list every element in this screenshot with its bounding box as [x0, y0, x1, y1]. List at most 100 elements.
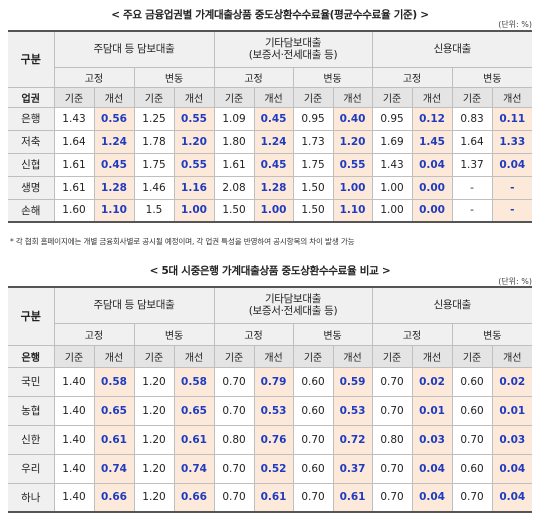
base-rate-cell: 0.60: [293, 454, 334, 484]
base-rate-cell: 0.70: [293, 483, 334, 513]
improved-rate-cell: 0.53: [333, 396, 373, 426]
improved-rate-cell: 0.04: [412, 454, 453, 484]
improved-rate-cell: 0.65: [94, 396, 135, 426]
improved-rate-cell: 0.74: [94, 454, 135, 484]
sector-fee-rows: 은행 1.43 0.56 1.25 0.55 1.09 0.45 0.95 0.40 0.95 0.…: [8, 107, 533, 223]
improved-rate-cell: 0.52: [254, 454, 294, 484]
group-header-other-collateral-text: 기타담보대출 (보증서·전세대출 등): [248, 37, 338, 62]
table1-unit: (단위: %): [498, 20, 532, 29]
base-rate-cell: 0.83: [452, 107, 493, 131]
base-header: 기준: [134, 345, 175, 368]
improved-rate-cell: 0.59: [333, 367, 373, 397]
bank-fee-rows: 국민 1.40 0.58 1.20 0.58 0.70 0.79 0.60 0.59 0.70 0.…: [8, 367, 533, 513]
improved-header: 개선: [333, 345, 373, 368]
improved-header: 개선: [412, 345, 453, 368]
base-rate-cell: 1.50: [214, 199, 255, 223]
improved-header: 개선: [94, 345, 135, 368]
base-rate-cell: 1.20: [134, 396, 175, 426]
improved-rate-cell: 0.55: [174, 107, 215, 131]
table2-unit: (단위: %): [498, 277, 532, 286]
fixed-header: 고정: [214, 323, 294, 346]
table-row: 국민 1.40 0.58 1.20 0.58 0.70 0.79 0.60 0.59 0.70 0.…: [8, 367, 533, 397]
improved-rate-cell: 0.61: [333, 483, 373, 513]
base-rate-cell: 1.61: [54, 176, 95, 200]
base-rate-cell: 1.43: [54, 107, 95, 131]
group-header-other-collateral: 기타담보대출 (보증서·전세대출 등): [214, 287, 373, 324]
base-rate-cell: 1.20: [134, 425, 175, 455]
group-header-other-collateral: 기타담보대출 (보증서·전세대출 등): [214, 31, 373, 68]
base-rate-cell: 2.08: [214, 176, 255, 200]
base-rate-cell: 1.40: [54, 483, 95, 513]
base-header: 기준: [54, 87, 95, 108]
improved-rate-cell: 0.12: [412, 107, 453, 131]
row-label: 우리: [8, 454, 55, 484]
base-rate-cell: 0.70: [452, 483, 493, 513]
improved-rate-cell: 0.56: [94, 107, 135, 131]
improved-header: 개선: [94, 87, 135, 108]
improved-header: 개선: [254, 345, 294, 368]
base-rate-cell: 0.60: [452, 396, 493, 426]
improved-rate-cell: 1.33: [492, 130, 533, 154]
table-row: 은행 1.43 0.56 1.25 0.55 1.09 0.45 0.95 0.40 0.95 0.…: [8, 107, 533, 131]
improved-rate-cell: 0.04: [412, 483, 453, 513]
improved-header: 개선: [174, 345, 215, 368]
improved-rate-cell: 0.03: [412, 425, 453, 455]
base-rate-cell: 0.70: [452, 425, 493, 455]
improved-rate-cell: 1.20: [174, 130, 215, 154]
base-header: 기준: [54, 345, 95, 368]
base-rate-cell: 0.60: [452, 367, 493, 397]
group-header-mortgage: 주담대 등 담보대출: [54, 287, 215, 324]
improved-rate-cell: 1.10: [94, 199, 135, 223]
base-rate-cell: 0.70: [372, 483, 413, 513]
base-rate-cell: -: [452, 199, 493, 223]
improved-header: 개선: [333, 87, 373, 108]
improved-rate-cell: 0.04: [492, 454, 533, 484]
corner-top-label: 구분: [20, 53, 41, 67]
improved-rate-cell: 1.24: [254, 130, 294, 154]
base-rate-cell: 1.50: [293, 176, 334, 200]
improved-rate-cell: 0.04: [412, 153, 453, 177]
improved-rate-cell: 0.02: [492, 367, 533, 397]
improved-rate-cell: 0.55: [333, 153, 373, 177]
improved-rate-cell: 0.58: [174, 367, 215, 397]
base-rate-cell: 1.37: [452, 153, 493, 177]
improved-rate-cell: 1.16: [174, 176, 215, 200]
improved-rate-cell: 0.04: [492, 483, 533, 513]
improved-rate-cell: 0.00: [412, 176, 453, 200]
fixed-header: 고정: [54, 67, 135, 88]
row-header-label: 은행: [8, 345, 55, 368]
improved-rate-cell: 0.65: [174, 396, 215, 426]
row-label: 은행: [8, 107, 55, 131]
improved-rate-cell: 0.40: [333, 107, 373, 131]
base-rate-cell: 1.69: [372, 130, 413, 154]
row-label: 저축: [8, 130, 55, 154]
base-rate-cell: 0.80: [372, 425, 413, 455]
base-rate-cell: 0.70: [372, 396, 413, 426]
improved-rate-cell: 0.04: [492, 153, 533, 177]
base-rate-cell: 0.70: [214, 483, 255, 513]
base-rate-cell: 1.61: [54, 153, 95, 177]
improved-rate-cell: -: [492, 176, 533, 200]
row-label: 생명: [8, 176, 55, 200]
improved-header: 개선: [174, 87, 215, 108]
improved-rate-cell: 0.76: [254, 425, 294, 455]
improved-rate-cell: 0.02: [412, 367, 453, 397]
improved-rate-cell: 1.20: [333, 130, 373, 154]
base-rate-cell: 1.00: [372, 199, 413, 223]
improved-rate-cell: 0.53: [254, 396, 294, 426]
base-rate-cell: 0.60: [452, 454, 493, 484]
bank-fee-table: 구분 주담대 등 담보대출 기타담보대출 (보증서·전세대출 등) 신용대출 고…: [8, 286, 533, 513]
base-rate-cell: 1.61: [214, 153, 255, 177]
improved-rate-cell: 1.10: [333, 199, 373, 223]
corner-header: 구분: [8, 31, 55, 88]
improved-rate-cell: 0.00: [412, 199, 453, 223]
group-header-credit: 신용대출: [372, 287, 533, 324]
base-rate-cell: 1.75: [293, 153, 334, 177]
base-header: 기준: [214, 87, 255, 108]
base-header: 기준: [293, 345, 334, 368]
base-header: 기준: [452, 345, 493, 368]
base-rate-cell: 0.60: [293, 396, 334, 426]
improved-rate-cell: 0.11: [492, 107, 533, 131]
base-rate-cell: 0.70: [293, 425, 334, 455]
base-rate-cell: 0.60: [293, 367, 334, 397]
